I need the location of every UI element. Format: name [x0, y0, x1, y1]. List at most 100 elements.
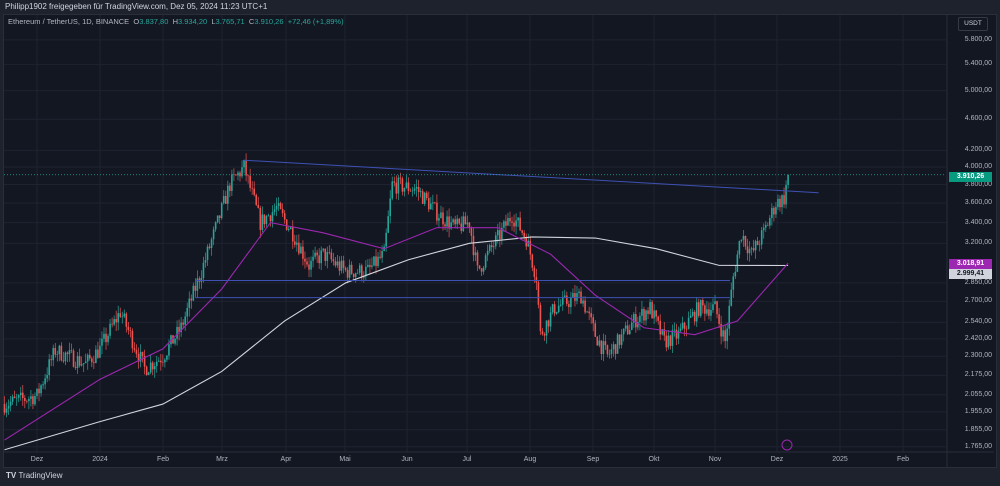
candle-body: [490, 245, 493, 248]
candle-body: [318, 255, 320, 264]
candle-body: [239, 172, 241, 177]
candle-body: [342, 260, 345, 268]
candle-body: [231, 174, 233, 191]
candle-body: [308, 264, 310, 270]
open-label: O: [133, 17, 140, 26]
candle-body: [302, 246, 304, 259]
candle-body: [19, 392, 22, 396]
candle-body: [675, 329, 678, 339]
candle-body: [602, 341, 605, 355]
candle-body: [746, 246, 749, 254]
candle-body: [285, 219, 288, 230]
candle-body: [283, 213, 286, 220]
candle-body: [752, 248, 755, 251]
candle-body: [748, 249, 751, 254]
candle-body: [700, 300, 702, 316]
candle-body: [251, 187, 253, 189]
candle-body: [224, 195, 227, 204]
trendline: [244, 159, 819, 194]
candle-body: [697, 302, 700, 316]
candle-body: [281, 208, 284, 214]
candle-body: [291, 227, 294, 242]
candle-body: [273, 209, 276, 213]
candle-body: [115, 319, 117, 323]
candle-body: [555, 311, 558, 314]
ma-slow-line: [4, 236, 789, 451]
candle-body: [533, 267, 536, 278]
candle-body: [257, 204, 260, 209]
candle-body: [312, 256, 314, 261]
time-tick: Feb: [896, 456, 910, 463]
candle-body: [519, 217, 521, 231]
candle-body: [9, 401, 12, 406]
candle-body: [661, 329, 664, 335]
ma-fast-line: [4, 221, 789, 441]
candle-body: [667, 335, 670, 348]
event-marker-icon: [781, 439, 793, 451]
candle-body: [509, 218, 511, 222]
candle-body: [391, 181, 394, 199]
candle-body: [624, 325, 627, 329]
candle-body: [444, 224, 446, 227]
candle-body: [531, 254, 534, 268]
candle-body: [710, 310, 712, 316]
price-tick: 3.800,00: [964, 180, 992, 188]
candle-body: [527, 240, 530, 247]
candle-body: [111, 323, 113, 325]
candle-body: [334, 261, 337, 266]
candle-body: [503, 221, 505, 228]
candle-body: [523, 232, 525, 237]
symbol-name[interactable]: Ethereum / TetherUS, 1D, BINANCE: [8, 17, 130, 26]
candle-body: [314, 252, 316, 257]
candle-body: [365, 266, 367, 277]
candle-body: [466, 222, 469, 225]
candle-body: [206, 246, 209, 260]
candle-body: [229, 185, 231, 191]
candle-body: [38, 388, 40, 394]
candle-body: [48, 359, 50, 376]
candle-body: [458, 218, 461, 224]
candle-body: [261, 214, 264, 230]
candle-body: [117, 313, 119, 323]
candle-body: [103, 333, 105, 339]
candle-body: [58, 345, 61, 355]
candle-body: [36, 388, 38, 396]
candle-body: [279, 203, 282, 209]
candle-body: [222, 195, 225, 204]
candle-body: [259, 208, 262, 230]
candle-body: [202, 262, 205, 278]
candle-body: [434, 202, 436, 204]
candle-body: [105, 333, 107, 343]
candle-body: [32, 396, 34, 405]
candle-body: [728, 305, 731, 329]
price-tick: 2.175,00: [964, 371, 992, 379]
candle-body: [712, 304, 714, 311]
candle-body: [210, 239, 213, 248]
time-tick: Mrz: [216, 456, 228, 463]
candle-body: [645, 310, 647, 321]
candle-body: [322, 248, 325, 251]
candle-body: [375, 256, 377, 266]
candle-body: [214, 222, 217, 230]
currency-unit-button[interactable]: USDT: [958, 17, 988, 31]
tradingview-logo[interactable]: TV TradingView: [6, 471, 62, 480]
candle-body: [720, 323, 722, 337]
candle-body: [614, 344, 617, 354]
candle-body: [649, 302, 651, 314]
candle-body: [657, 316, 659, 321]
candle-body: [450, 222, 452, 229]
candle-body: [336, 261, 339, 266]
candle-body: [411, 190, 414, 192]
time-tick: Jun: [401, 456, 413, 463]
candle-body: [462, 216, 465, 231]
candle-body: [470, 227, 473, 236]
candle-body: [162, 362, 164, 363]
candle-body: [78, 356, 81, 366]
candle-body: [271, 212, 274, 222]
candle-body: [363, 276, 365, 278]
candle-body: [141, 351, 144, 356]
price-tick: 2.055,00: [964, 390, 992, 398]
time-tick: Okt: [648, 456, 660, 463]
candle-body: [381, 251, 383, 258]
